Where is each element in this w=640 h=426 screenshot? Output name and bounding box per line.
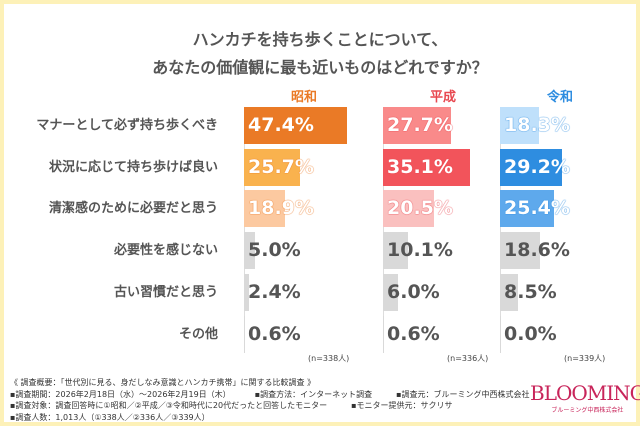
sample-size: (n=339人) — [564, 354, 606, 363]
data-label: 47.4% — [248, 114, 314, 136]
bar — [383, 232, 408, 269]
category-label: 必要性を感じない — [113, 243, 218, 258]
data-label: 10.1% — [387, 239, 453, 261]
data-label: 0.6% — [387, 323, 440, 345]
title-line-2: あなたの価値観に最も近いものはどれですか？ — [152, 58, 488, 77]
category-label: 古い習慣だと思う — [113, 285, 218, 300]
logo-subtext: ブルーミング中西株式会社 — [551, 407, 624, 414]
sample-size: (n=336人) — [447, 354, 489, 363]
note-count: ▪調査人数：1,013人（①338人／②336人／③339人） — [10, 412, 210, 422]
bar — [244, 107, 347, 144]
bar — [500, 190, 555, 227]
bar — [244, 190, 285, 227]
survey-notes: 《 調査概要：「世代別に見る、身だしなみ意識とハンカチ携帯」に関する比較調査 》… — [10, 377, 554, 423]
bar — [383, 274, 398, 311]
bar — [383, 149, 470, 186]
bar — [383, 190, 434, 227]
bar — [383, 316, 385, 353]
logo-text: BLOOMING — [530, 381, 640, 405]
series-header: 令和 — [546, 90, 573, 105]
data-label: 27.7% — [387, 114, 453, 136]
bar — [500, 274, 519, 311]
note-target: ▪調査対象：調査回答時に①昭和／②平成／③令和時代に20代だったと回答したモニタ… — [10, 401, 328, 410]
sample-size: (n=338人) — [308, 354, 350, 363]
bar — [500, 316, 501, 353]
data-label: 0.0% — [504, 323, 557, 345]
data-label: 18.6% — [504, 239, 570, 261]
bar — [500, 149, 563, 186]
category-label: マナーとして必ず持ち歩くべき — [36, 118, 218, 133]
series-header: 昭和 — [290, 90, 317, 105]
data-label: 18.9% — [248, 197, 314, 219]
axis-line — [500, 107, 501, 353]
blooming-logo: BLOOMING ブルーミング中西株式会社 — [530, 381, 640, 414]
bar — [244, 274, 250, 311]
note-org: ▪調査元：ブルーミング中西株式会社 — [396, 389, 530, 399]
data-label: 8.5% — [504, 281, 557, 303]
axis-line — [244, 107, 245, 353]
data-label: 25.7% — [248, 156, 314, 178]
category-label: 清潔感のために必要だと思う — [48, 201, 218, 216]
data-label: 6.0% — [387, 281, 440, 303]
category-label: 状況に応じて持ち歩けば良い — [48, 160, 218, 175]
data-label: 35.1% — [387, 156, 453, 178]
data-label: 29.2% — [504, 156, 570, 178]
category-label: その他 — [178, 327, 218, 342]
data-label: 5.0% — [248, 239, 301, 261]
data-label: 0.6% — [248, 323, 301, 345]
bar — [244, 232, 255, 269]
axis-line — [383, 107, 384, 353]
bar — [244, 316, 246, 353]
chart-title: ハンカチを持ち歩くことについて、 あなたの価値観に最も近いものはどれですか？ — [0, 26, 640, 82]
bar — [500, 232, 540, 269]
data-label: 25.4% — [504, 197, 570, 219]
note-method: ▪調査方法：インターネット調査 — [254, 389, 373, 399]
data-label: 18.3% — [504, 114, 570, 136]
series-header: 平成 — [429, 90, 456, 105]
data-label: 20.5% — [387, 197, 453, 219]
note-period: ▪調査期間：2026年2月18日（水）～2026年2月19日（木） — [10, 389, 231, 399]
title-line-1: ハンカチを持ち歩くことについて、 — [192, 30, 448, 49]
note-overview: 《 調査概要：「世代別に見る、身だしなみ意識とハンカチ携帯」に関する比較調査 》 — [10, 378, 316, 387]
data-label: 2.4% — [248, 281, 301, 303]
bar — [500, 107, 539, 144]
bar — [383, 107, 452, 144]
note-provider: ▪モニター提供元：サクリサ — [351, 401, 453, 410]
bar — [244, 149, 300, 186]
